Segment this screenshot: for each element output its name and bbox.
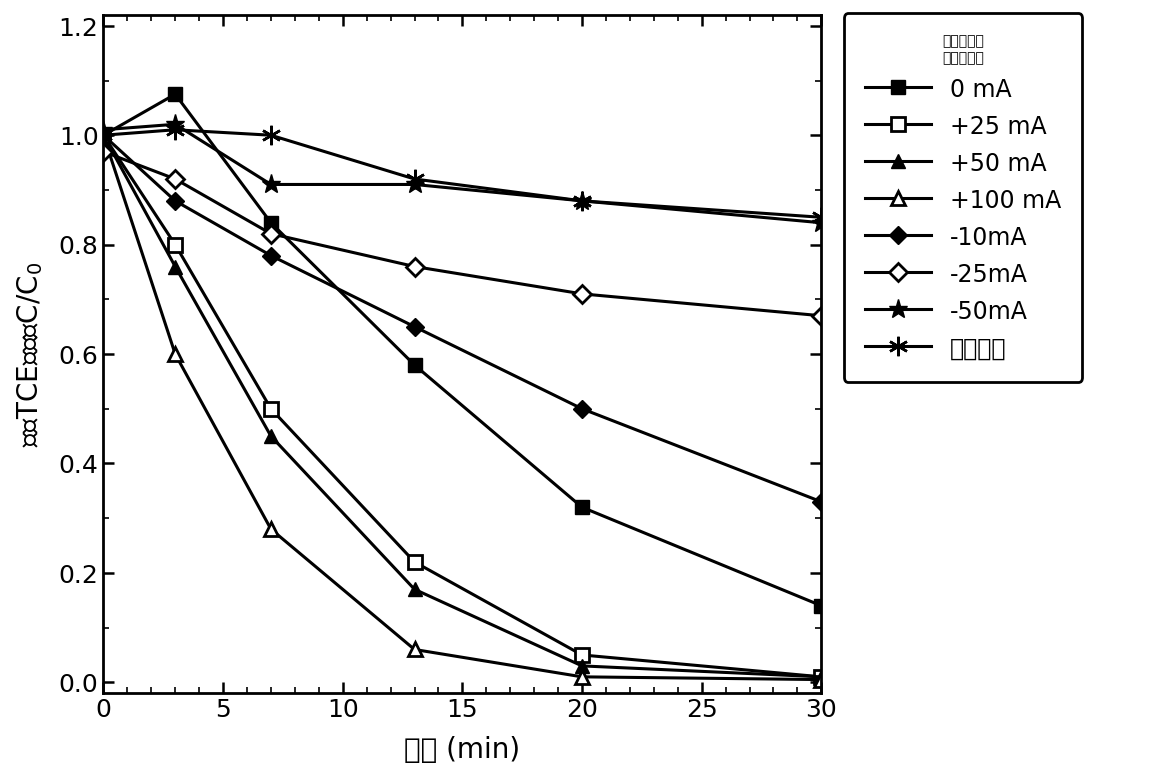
+50 mA: [575, 661, 589, 671]
自然挥发: [575, 196, 589, 206]
自然挥发: [168, 125, 182, 135]
-25mA: [96, 147, 110, 157]
0 mA: [575, 502, 589, 512]
Line: 0 mA: 0 mA: [97, 87, 828, 613]
0 mA: [96, 131, 110, 140]
-25mA: [575, 290, 589, 299]
+50 mA: [814, 672, 828, 682]
-10mA: [814, 497, 828, 506]
Line: -25mA: -25mA: [97, 146, 827, 323]
-10mA: [575, 404, 589, 414]
-10mA: [96, 131, 110, 140]
0 mA: [264, 218, 278, 227]
+100 mA: [408, 645, 422, 654]
Line: +100 mA: +100 mA: [97, 129, 828, 686]
Legend: 0 mA, +25 mA, +50 mA, +100 mA, -10mA, -25mA, -50mA, 自然挥发: 0 mA, +25 mA, +50 mA, +100 mA, -10mA, -2…: [843, 13, 1082, 382]
+50 mA: [96, 131, 110, 140]
+25 mA: [408, 557, 422, 566]
X-axis label: 时间 (min): 时间 (min): [404, 736, 520, 764]
+25 mA: [168, 240, 182, 249]
+50 mA: [168, 262, 182, 271]
自然挥发: [96, 131, 110, 140]
+50 mA: [264, 432, 278, 441]
-25mA: [168, 174, 182, 184]
+25 mA: [96, 131, 110, 140]
+100 mA: [96, 131, 110, 140]
-50mA: [168, 120, 182, 129]
Line: -50mA: -50mA: [93, 115, 830, 233]
-10mA: [168, 196, 182, 206]
-10mA: [264, 251, 278, 260]
-25mA: [264, 229, 278, 238]
+25 mA: [814, 672, 828, 682]
自然挥发: [264, 131, 278, 140]
+25 mA: [575, 650, 589, 660]
+100 mA: [168, 350, 182, 359]
-50mA: [408, 180, 422, 189]
自然挥发: [408, 174, 422, 184]
0 mA: [408, 361, 422, 370]
-10mA: [408, 323, 422, 332]
Line: +25 mA: +25 mA: [97, 129, 828, 684]
-25mA: [408, 262, 422, 271]
0 mA: [168, 90, 182, 99]
0 mA: [814, 601, 828, 611]
+100 mA: [575, 672, 589, 682]
Line: 自然挥发: 自然挥发: [93, 120, 830, 227]
-50mA: [575, 196, 589, 206]
Line: -10mA: -10mA: [97, 129, 827, 508]
自然挥发: [814, 213, 828, 222]
Line: +50 mA: +50 mA: [97, 129, 828, 684]
-50mA: [814, 218, 828, 227]
+100 mA: [264, 524, 278, 534]
+100 mA: [814, 675, 828, 684]
-50mA: [96, 125, 110, 135]
Y-axis label: 水相TCE浓度，C/C$_0$: 水相TCE浓度，C/C$_0$: [15, 262, 44, 447]
-50mA: [264, 180, 278, 189]
+50 mA: [408, 585, 422, 594]
+25 mA: [264, 404, 278, 414]
-25mA: [814, 312, 828, 321]
